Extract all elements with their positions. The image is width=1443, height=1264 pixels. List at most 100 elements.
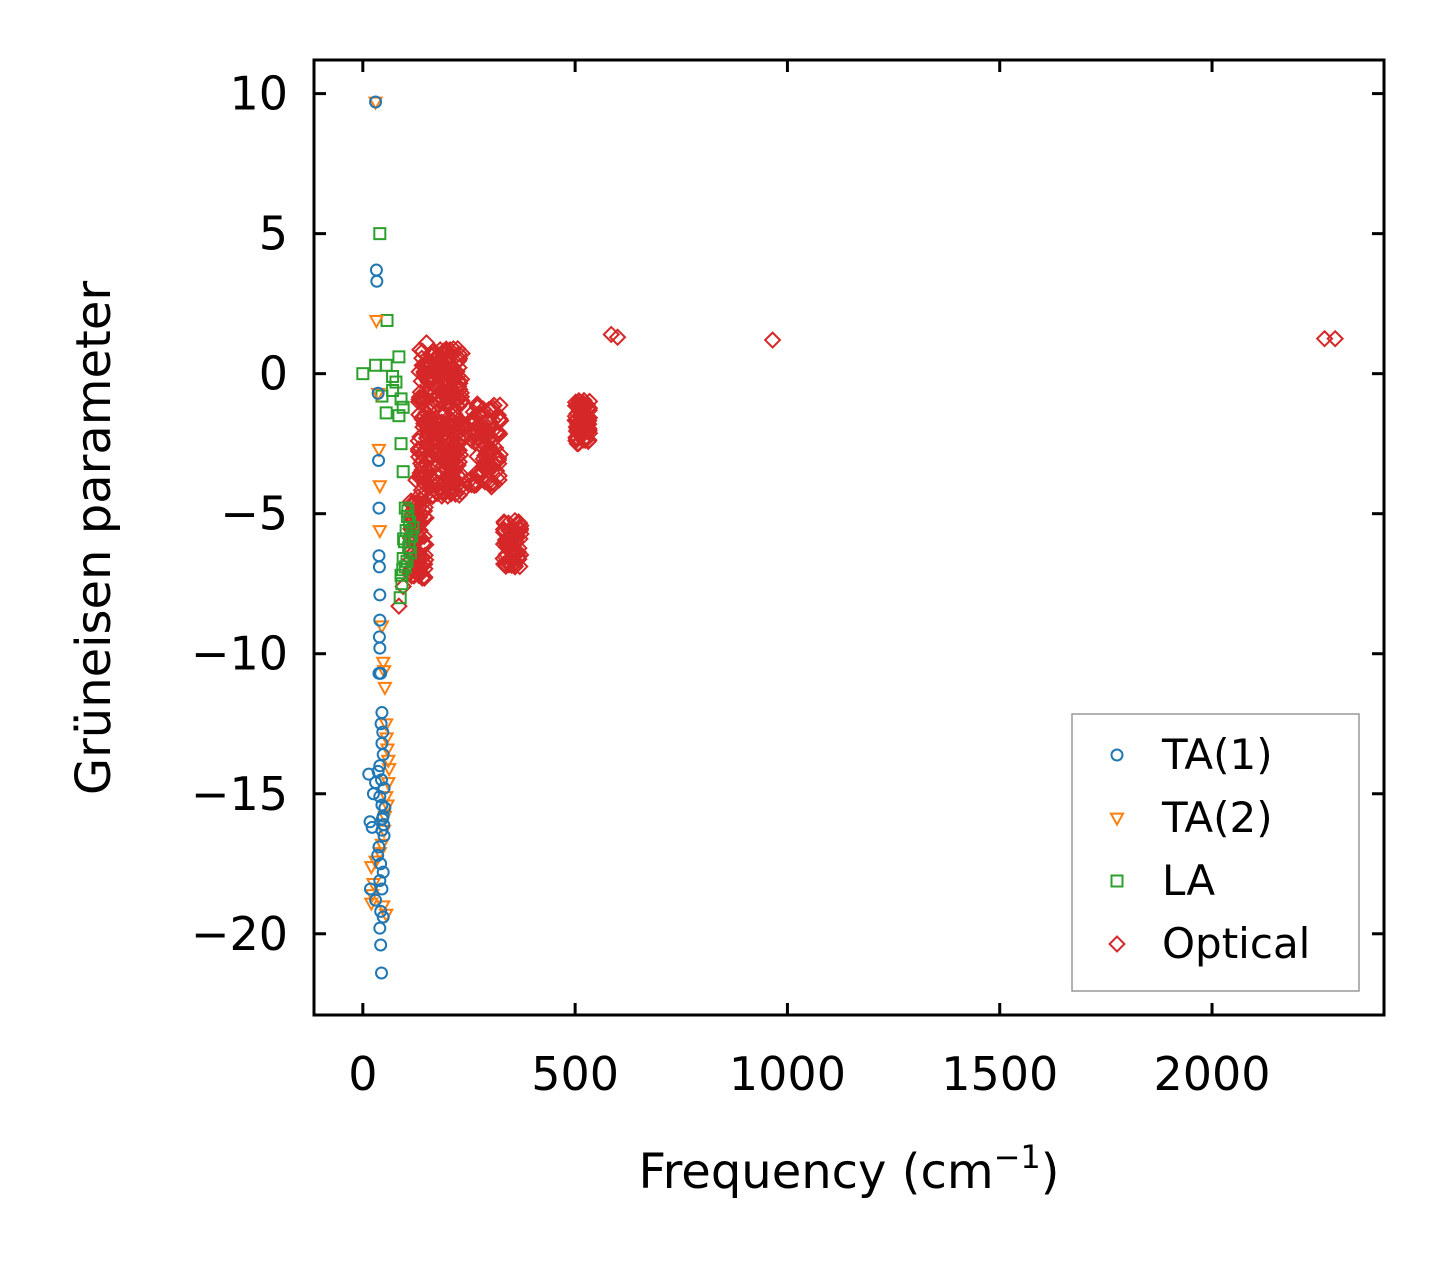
y-tick-label: −5: [220, 487, 288, 541]
optical-point: [570, 392, 589, 411]
ta-1--point: [371, 848, 385, 862]
ta-2--point: [374, 620, 390, 635]
optical-point: [415, 569, 434, 587]
y-tick-label: −15: [191, 767, 288, 821]
y-tick-label: −20: [191, 907, 288, 961]
legend-marker: [1110, 874, 1124, 888]
optical-point: [409, 488, 427, 506]
la-point: [406, 521, 420, 535]
optical-point: [481, 414, 500, 432]
ta-1--point: [374, 938, 388, 952]
optical-point: [1326, 329, 1345, 348]
optical-point: [608, 328, 627, 347]
optical-point: [464, 423, 482, 442]
optical-point: [435, 484, 454, 502]
optical-point: [441, 399, 460, 418]
plot-area: [356, 95, 1345, 980]
legend-marker: [1109, 812, 1125, 827]
optical-point: [432, 448, 451, 467]
optical-point: [489, 449, 508, 467]
ta-1--point: [373, 759, 387, 773]
la-point: [394, 392, 408, 406]
optical-point: [415, 387, 433, 406]
legend-label: Optical: [1162, 919, 1310, 968]
optical-point: [419, 401, 438, 419]
series-la: [356, 227, 420, 605]
optical-point: [417, 429, 436, 447]
optical-point: [566, 407, 585, 426]
ta-1--point: [372, 501, 386, 515]
ta-2--point: [370, 387, 386, 402]
optical-point: [406, 494, 425, 512]
ta-1--point: [371, 386, 385, 400]
la-point: [398, 501, 412, 515]
optical-point: [468, 447, 487, 466]
ta-2--point: [363, 861, 380, 876]
optical-point: [477, 437, 495, 456]
plot-frame: [312, 58, 1386, 1017]
la-point: [401, 504, 415, 518]
legend-label: TA(2): [1161, 793, 1273, 842]
optical-point: [511, 530, 529, 548]
ta-2--point: [371, 443, 387, 458]
optical-point: [436, 378, 455, 397]
optical-point: [451, 446, 470, 464]
ta-1--point: [374, 857, 388, 871]
ta-2--point: [372, 525, 388, 540]
optical-point: [579, 411, 598, 430]
x-tick-label: 1000: [729, 1047, 846, 1101]
optical-point: [502, 544, 521, 562]
x-tick-label: 1500: [941, 1047, 1058, 1101]
la-point: [396, 563, 410, 577]
ta-1--point: [375, 966, 389, 980]
x-tick-label: 500: [531, 1047, 619, 1101]
legend: TA(1) TA(2) LA Optical: [1071, 713, 1360, 992]
ta-1--point: [373, 874, 387, 888]
ta-2--point: [372, 480, 388, 495]
optical-point: [424, 440, 442, 459]
optical-point: [446, 471, 465, 489]
ta-1--point: [372, 630, 386, 644]
legend-marker: [1108, 935, 1126, 953]
ta-1--point: [376, 910, 390, 924]
optical-point: [438, 409, 457, 428]
optical-point: [433, 373, 452, 392]
optical-point: [479, 431, 498, 450]
la-point: [379, 358, 393, 372]
ta-1--point: [376, 865, 390, 879]
optical-point: [452, 393, 471, 412]
x-axis-label-superscript: −1: [994, 1138, 1041, 1176]
ta-1--point: [376, 748, 390, 762]
la-point: [379, 406, 393, 420]
legend-marker: [1110, 748, 1124, 762]
ta-1--point: [375, 773, 389, 787]
optical-point: [453, 344, 471, 363]
optical-point: [449, 351, 468, 370]
optical-point: [464, 409, 483, 428]
ta-1--point: [369, 893, 383, 907]
ta-1--point: [370, 274, 384, 288]
optical-point: [428, 362, 446, 380]
ta-1--point: [374, 717, 388, 731]
la-point: [393, 591, 407, 605]
ta-2--point: [368, 315, 385, 330]
optical-point: [462, 431, 481, 450]
optical-point: [413, 494, 432, 513]
series-optical: [390, 325, 1345, 615]
ta-2--point: [377, 681, 393, 697]
optical-point: [434, 342, 453, 361]
optical-point: [440, 362, 458, 380]
optical-point: [477, 421, 496, 439]
optical-point: [489, 423, 508, 442]
optical-point: [421, 394, 440, 413]
optical-point: [481, 457, 500, 475]
optical-point: [567, 431, 585, 450]
x-axis-label: Frequency (cm−1): [638, 1138, 1059, 1200]
ta-2--point: [376, 665, 392, 680]
la-point: [394, 437, 408, 451]
optical-point: [431, 382, 450, 400]
ta-1--point: [363, 815, 377, 829]
optical-point: [413, 457, 432, 475]
ta-1--point: [373, 790, 387, 804]
ta-2--point: [367, 96, 384, 111]
